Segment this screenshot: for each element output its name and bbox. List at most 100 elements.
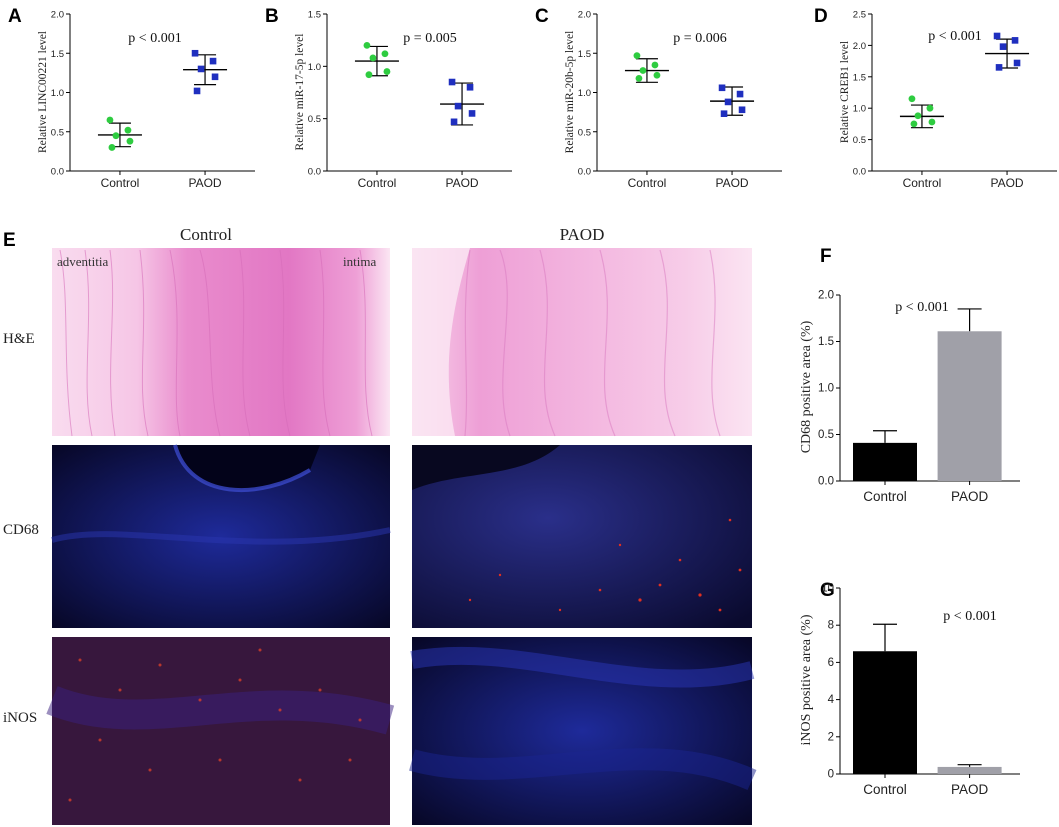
y-tick-label: 0.5	[853, 135, 866, 146]
data-point-control	[908, 95, 916, 103]
column-title-paod: PAOD	[560, 225, 605, 244]
y-tick-label: 1.0	[308, 62, 321, 73]
y-tick-label: 2.0	[578, 10, 591, 21]
inos-positive-dots-control	[68, 648, 362, 802]
image-inos-control	[46, 637, 395, 825]
y-tick-label: 0.5	[51, 127, 64, 138]
y-tick-label: 1.0	[578, 88, 591, 99]
data-point-control	[363, 42, 371, 49]
y-axis-label-g: iNOS positive area (%)	[799, 614, 814, 745]
data-point-paod	[999, 43, 1007, 50]
panel-b: B Relative miR-17-5p level p = 0.005	[265, 6, 457, 150]
data-point-control	[381, 50, 389, 58]
data-point-paod	[736, 90, 744, 98]
data-point-control	[124, 126, 132, 134]
y-tick-label: 2.5	[853, 10, 866, 21]
panel-letter-c: C	[535, 6, 549, 27]
bar-paod	[937, 331, 1002, 481]
y-tick-label: 0.5	[818, 429, 834, 441]
y-tick-label: 0.0	[51, 167, 64, 178]
panel-letter-a: A	[8, 6, 22, 27]
p-value-c: p = 0.006	[673, 31, 726, 46]
panel-a: A Relative LINC00221 level p < 0.001	[8, 6, 182, 153]
x-tick-label: Control	[903, 176, 942, 190]
y-tick-label: 1.0	[853, 104, 866, 115]
x-tick-label: PAOD	[951, 782, 989, 797]
panel-c: C Relative miR-20b-5p level p = 0.006	[535, 6, 727, 153]
image-cd68-control	[51, 444, 391, 628]
data-point-control	[383, 68, 391, 75]
y-tick-label: 2.0	[853, 41, 866, 52]
y-axis-label-f: CD68 positive area (%)	[799, 320, 814, 453]
data-point-paod	[191, 49, 199, 57]
cd68-positive-dots	[468, 518, 742, 612]
y-tick-label: 1.0	[818, 383, 834, 395]
y-tick-label: 1.5	[51, 49, 64, 60]
panel-letter-b: B	[265, 6, 279, 27]
panel-f: F CD68 positive area (%) p < 0.001	[799, 246, 949, 453]
bar-control	[853, 442, 917, 481]
data-point-paod	[995, 64, 1003, 71]
y-tick-label: 0	[828, 769, 834, 781]
y-tick-label: 8	[828, 620, 834, 632]
data-point-control	[651, 61, 659, 69]
row-label-he: H&E	[3, 331, 35, 347]
data-point-paod	[448, 78, 456, 86]
data-point-control	[910, 120, 918, 128]
data-point-paod	[468, 110, 476, 117]
data-point-control	[126, 137, 134, 145]
bar-control	[853, 651, 917, 774]
data-point-paod	[466, 83, 474, 91]
data-point-control	[112, 132, 120, 140]
x-tick-label: Control	[863, 782, 907, 797]
data-point-paod	[724, 98, 732, 106]
data-point-control	[914, 112, 922, 120]
x-tick-label: Control	[863, 489, 907, 504]
x-tick-label: Control	[358, 176, 397, 190]
x-tick-label: Control	[101, 176, 140, 190]
x-tick-label: PAOD	[990, 176, 1023, 190]
y-tick-label: 1.5	[853, 72, 866, 83]
label-intima: intima	[343, 254, 376, 269]
panel-letter-g: G	[820, 580, 835, 601]
image-he-control: adventitia intima	[52, 248, 390, 437]
y-tick-label: 1.5	[578, 49, 591, 60]
y-tick-label: 0.0	[818, 476, 834, 488]
data-point-paod	[211, 73, 219, 81]
data-point-paod	[193, 87, 201, 95]
y-tick-label: 1.5	[308, 10, 321, 21]
data-point-control	[926, 104, 934, 112]
data-point-paod	[454, 102, 462, 110]
y-tick-label: 4	[828, 694, 835, 706]
panel-d: D Relative CREB1 level p < 0.001	[814, 6, 982, 143]
plots-layer: 0.0 0.5 1.0 1.5 2.0 Control PAOD 0.0 0.5 1.0 1.5 Co…	[51, 10, 1057, 797]
chart-f: 0.0 0.5 1.0 1.5 2.0 Control PAOD	[818, 290, 1020, 504]
data-point-paod	[1013, 59, 1021, 67]
y-tick-label: 10	[821, 583, 834, 595]
chart-a: 0.0 0.5 1.0 1.5 2.0 Control PAOD	[51, 10, 255, 190]
panel-letter-d: D	[814, 6, 828, 27]
chart-d: 0.0 0.5 1.0 1.5 2.0 2.5 Control PAOD	[853, 10, 1057, 190]
column-title-control: Control	[180, 225, 232, 244]
data-point-paod	[450, 118, 458, 126]
panel-letter-e: E	[3, 230, 16, 251]
data-point-control	[106, 116, 114, 124]
chart-g: 0 2 4 6 8 10 Control PAOD	[821, 583, 1020, 797]
y-tick-label: 0.5	[308, 114, 321, 125]
data-point-paod	[993, 32, 1001, 40]
x-tick-label: Control	[628, 176, 667, 190]
panel-e: E Control PAOD H&E CD68 iNOS adventitia …	[3, 225, 757, 825]
data-point-control	[108, 144, 116, 151]
data-point-control	[653, 71, 661, 79]
y-tick-label: 0.0	[578, 167, 591, 178]
y-axis-label-d: Relative CREB1 level	[839, 41, 851, 143]
p-value-b: p = 0.005	[403, 31, 456, 46]
image-inos-paod	[409, 637, 757, 825]
bar-paod	[937, 766, 1002, 774]
p-value-f: p < 0.001	[895, 300, 948, 315]
y-axis-label-a: Relative LINC00221 level	[37, 31, 49, 153]
row-label-cd68: CD68	[3, 522, 39, 538]
p-value-a: p < 0.001	[128, 31, 181, 46]
data-point-paod	[1011, 37, 1019, 44]
